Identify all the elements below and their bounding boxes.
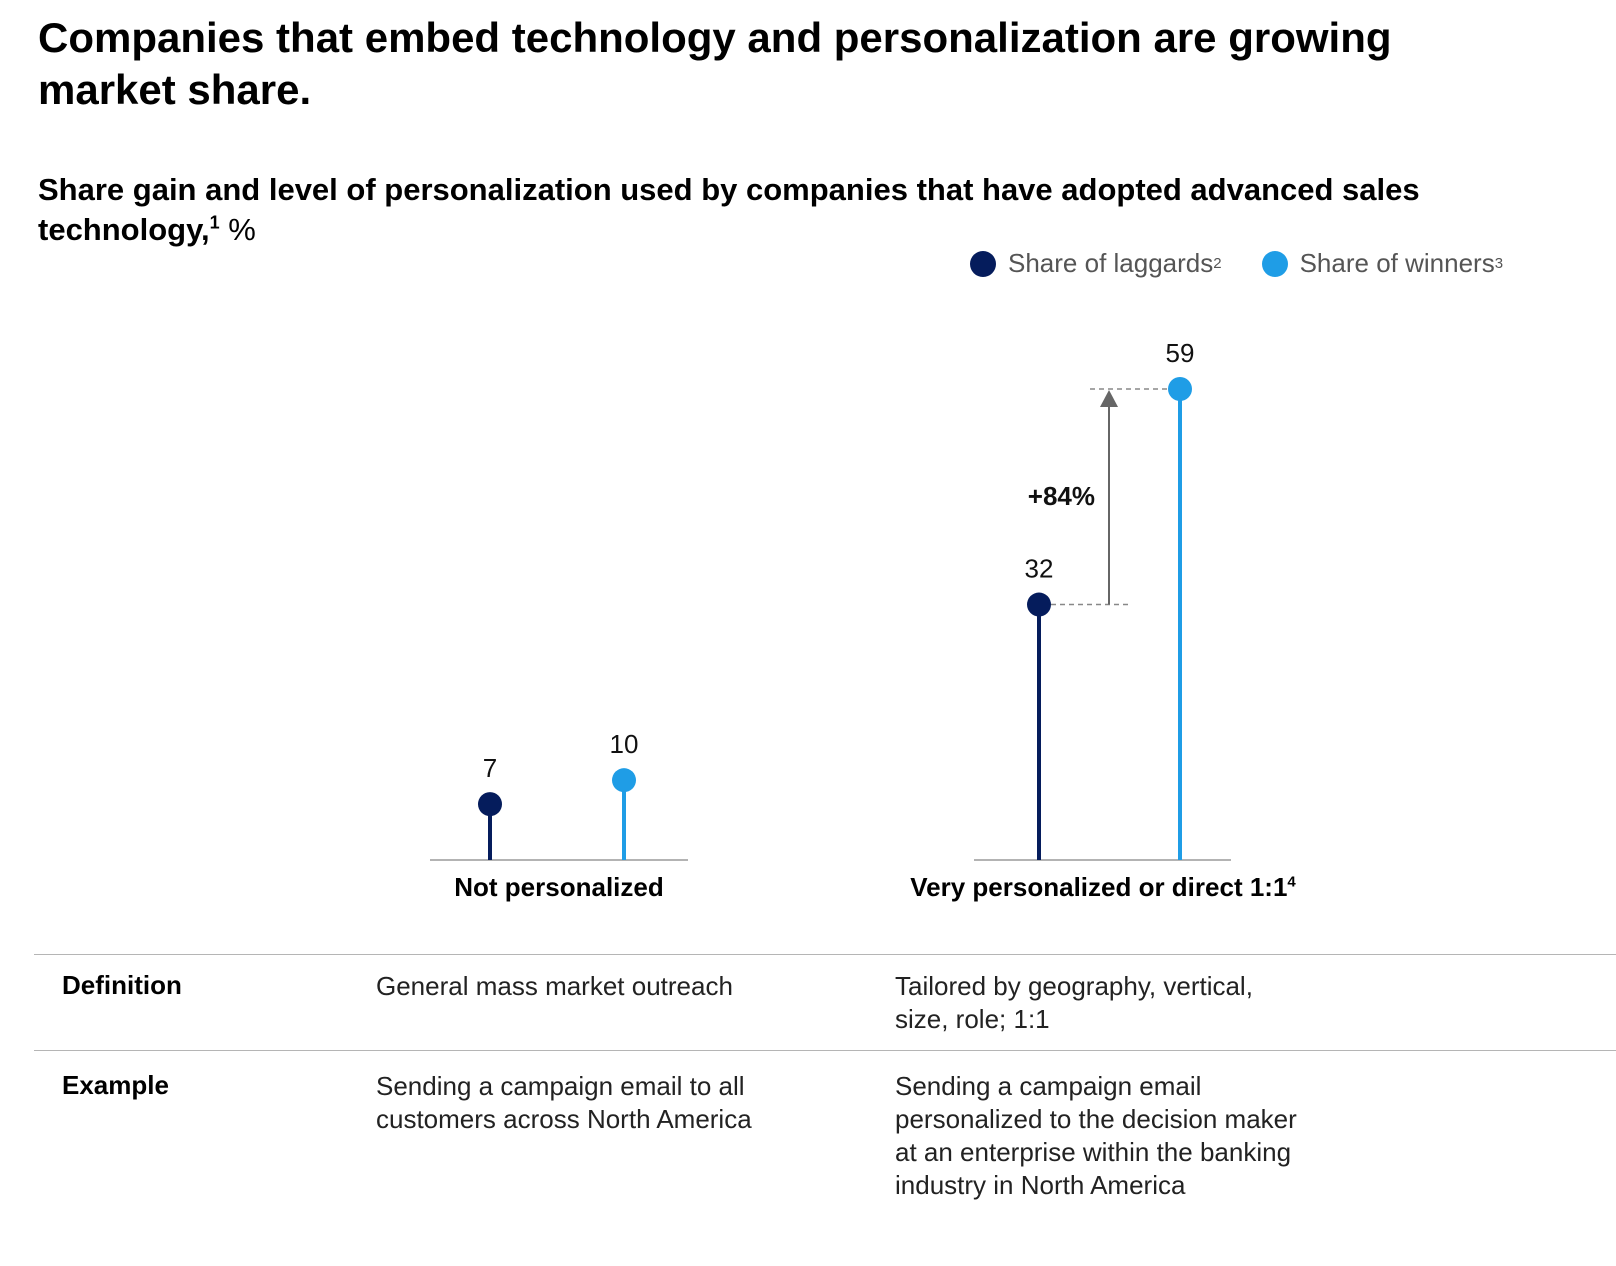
legend-item-laggards: Share of laggards 2	[970, 248, 1222, 279]
chart-subtitle: Share gain and level of personalization …	[38, 170, 1488, 250]
value-label-share-of-winners-not-personalized: 10	[610, 729, 639, 759]
table-divider-top	[34, 954, 1616, 955]
page-title: Companies that embed technology and pers…	[38, 14, 1392, 113]
dot-share-of-laggards-not-personalized	[478, 792, 502, 817]
annotation-label: +84%	[1028, 481, 1095, 511]
annotation-arrow-head	[1100, 390, 1118, 407]
legend-dot-laggards	[970, 250, 996, 277]
example-very-personalized: Sending a campaign email personalized to…	[895, 1071, 1297, 1200]
value-label-share-of-laggards-not-personalized: 7	[483, 753, 497, 783]
subtitle-unit: %	[228, 212, 256, 247]
legend-item-winners: Share of winners 3	[1261, 248, 1503, 279]
table-row-header-definition: Definition	[62, 970, 182, 1000]
value-label-share-of-winners-very-personalized-or-direct-1-1: 59	[1166, 338, 1195, 368]
lollipop-chart: 7 10 32 59 +84%	[430, 338, 1231, 861]
subtitle-text: Share gain and level of personalization …	[38, 172, 1420, 247]
legend-label-winners: Share of winners	[1299, 248, 1495, 278]
dot-share-of-laggards-very-personalized-or-direct-1-1	[1027, 592, 1051, 617]
category-footnote: 4	[1287, 873, 1296, 891]
example-not-personalized: Sending a campaign email to all customer…	[376, 1071, 752, 1134]
table-divider-middle	[34, 1050, 1616, 1051]
definition-not-personalized: General mass market outreach	[376, 971, 733, 1001]
table-row-header-example: Example	[62, 1070, 169, 1100]
definition-very-personalized: Tailored by geography, vertical, size, r…	[895, 971, 1253, 1034]
category-label-not-personalized: Not personalized	[454, 872, 664, 902]
subtitle-footnote: 1	[209, 212, 220, 233]
legend-label-laggards: Share of laggards	[1008, 248, 1214, 278]
legend-dot-winners	[1261, 250, 1288, 277]
category-label-very-personalized: Very personalized or direct 1:14	[910, 872, 1296, 902]
dot-share-of-winners-not-personalized	[612, 768, 636, 793]
value-label-share-of-laggards-very-personalized-or-direct-1-1: 32	[1025, 554, 1054, 584]
dot-share-of-winners-very-personalized-or-direct-1-1	[1168, 377, 1192, 401]
chart-legend: Share of laggards 2 Share of winners 3	[970, 248, 1503, 279]
